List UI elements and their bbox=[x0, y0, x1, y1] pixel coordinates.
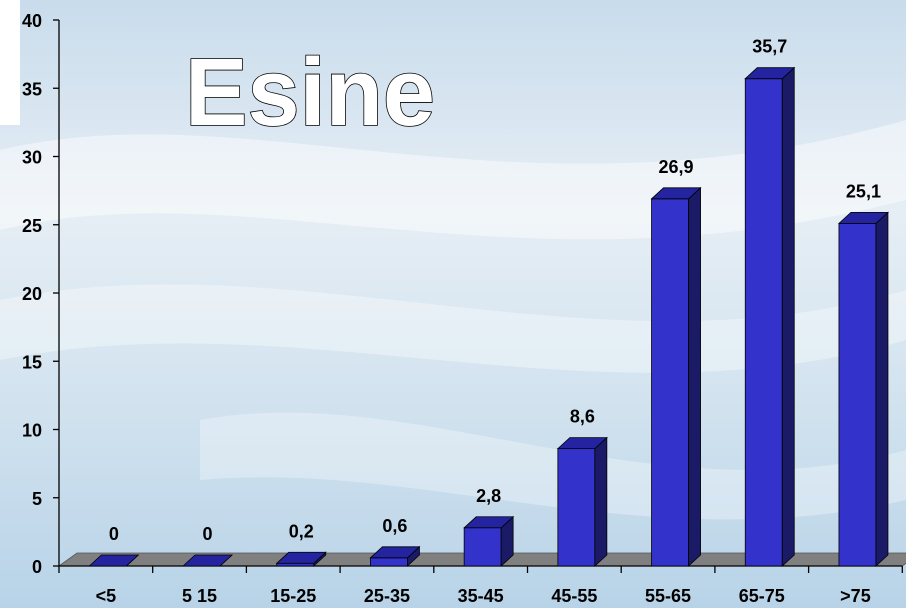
y-tick-label: 0 bbox=[32, 557, 42, 577]
bar-front bbox=[276, 562, 315, 567]
bar-top bbox=[744, 67, 796, 80]
bar-front bbox=[370, 557, 408, 567]
y-tick-label: 20 bbox=[22, 284, 42, 304]
bar-side bbox=[875, 211, 889, 567]
y-tick-label: 10 bbox=[22, 421, 42, 441]
bar bbox=[463, 515, 515, 567]
bar-top bbox=[556, 437, 608, 450]
bar bbox=[88, 554, 140, 567]
bar-value-label: 35,7 bbox=[752, 37, 787, 57]
bar-value-label: 0,2 bbox=[289, 521, 314, 541]
bar-value-label: 0 bbox=[109, 524, 119, 544]
bar-top bbox=[369, 546, 421, 559]
bar-top bbox=[182, 554, 234, 567]
bar bbox=[369, 545, 421, 567]
x-tick-label: 15-25 bbox=[270, 586, 316, 606]
bar-value-label: 0,6 bbox=[382, 516, 407, 536]
x-tick-label: 45-55 bbox=[551, 586, 597, 606]
bar bbox=[650, 186, 702, 567]
y-tick-label: 35 bbox=[22, 79, 42, 99]
bar-value-label: 25,1 bbox=[846, 181, 881, 201]
bar bbox=[182, 554, 234, 567]
bar-value-label: 2,8 bbox=[476, 486, 501, 506]
y-tick-label: 25 bbox=[22, 216, 42, 236]
bar-front bbox=[651, 198, 689, 567]
bar bbox=[744, 66, 796, 567]
x-tick-label: >75 bbox=[840, 586, 871, 606]
bar-top bbox=[463, 516, 515, 529]
bar-side bbox=[688, 186, 701, 567]
bar-top bbox=[88, 554, 140, 567]
bar-front bbox=[557, 448, 596, 567]
x-tick-label: 65-75 bbox=[739, 586, 785, 606]
x-tick-label: 25-35 bbox=[364, 586, 410, 606]
bar-front bbox=[744, 78, 783, 567]
bar-side bbox=[594, 436, 608, 567]
bar bbox=[275, 551, 327, 567]
bar-value-label: 8,6 bbox=[570, 407, 595, 427]
bar-top bbox=[275, 551, 327, 564]
bar-top bbox=[837, 211, 889, 224]
bar-front bbox=[838, 222, 877, 567]
bar bbox=[556, 436, 608, 567]
bar-side bbox=[781, 66, 795, 567]
x-tick-label: 5 15 bbox=[182, 586, 217, 606]
x-tick-label: 35-45 bbox=[458, 586, 504, 606]
bar-top bbox=[650, 187, 702, 200]
y-tick-label: 30 bbox=[22, 148, 42, 168]
y-tick-label: 5 bbox=[32, 489, 42, 509]
x-tick-label: 55-65 bbox=[645, 586, 691, 606]
y-tick-label: 40 bbox=[22, 11, 42, 31]
y-tick-label: 15 bbox=[22, 352, 42, 372]
bar bbox=[837, 211, 889, 567]
bar-front bbox=[463, 527, 502, 567]
bar-value-label: 26,9 bbox=[659, 157, 694, 177]
chart-title: Esine bbox=[185, 39, 435, 146]
x-tick-label: <5 bbox=[96, 586, 117, 606]
bar-value-label: 0 bbox=[203, 524, 213, 544]
